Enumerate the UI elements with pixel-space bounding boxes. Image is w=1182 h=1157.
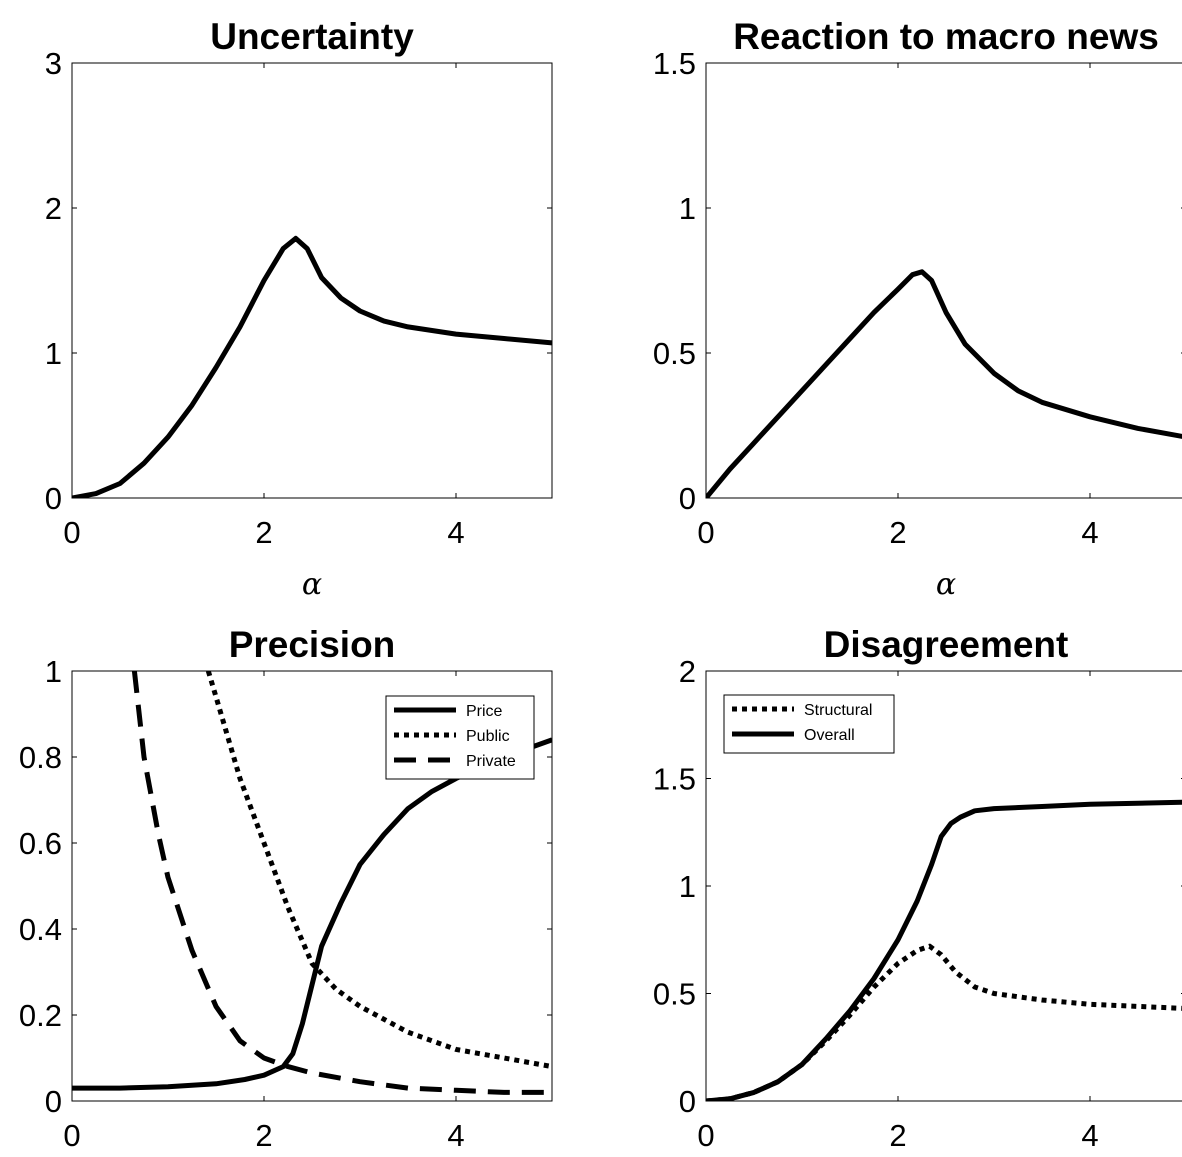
chart-title: Uncertainty <box>210 16 414 57</box>
y-tick-label: 1 <box>679 869 696 904</box>
series-line-1 <box>72 235 552 498</box>
legend-label: Structural <box>804 702 872 719</box>
y-tick-label: 1 <box>45 336 62 371</box>
series-line-price <box>72 737 552 1091</box>
chart-title: Reaction to macro news <box>733 16 1159 57</box>
chart-panel-2: Reaction to macro news 0 2 4 0 0.5 1 1.5 α <box>653 16 1182 602</box>
x-tick-label: 0 <box>697 515 714 550</box>
y-tick-label: 0.2 <box>19 998 62 1033</box>
x-tick-label: 4 <box>1081 1118 1098 1153</box>
legend-label: Private <box>466 753 516 770</box>
series-line-overall <box>706 799 1182 1101</box>
legend: Price Public Private <box>385 695 535 780</box>
y-tick-label: 2 <box>679 654 696 689</box>
x-tick-label: 4 <box>447 515 464 550</box>
x-axis-label: α <box>302 567 322 602</box>
x-tick-label: 0 <box>697 1118 714 1153</box>
x-tick-label: 2 <box>889 515 906 550</box>
legend: Structural Overall <box>723 694 895 754</box>
y-tick-label: 1 <box>45 654 62 689</box>
y-tick-label: 0 <box>45 1084 62 1119</box>
series-line-private <box>131 671 552 1095</box>
axes-box <box>71 670 553 1102</box>
chart-title: Precision <box>229 624 396 665</box>
x-tick-label: 4 <box>1081 515 1098 550</box>
y-tick-label: 0.5 <box>653 336 696 371</box>
chart-panel-4: Disagreement 0 2 4 0 0.5 1 1.5 2 Structural Overal… <box>653 624 1182 1153</box>
axes-box <box>705 62 1182 499</box>
chart-title: Disagreement <box>824 624 1069 665</box>
x-tick-label: 2 <box>889 1118 906 1153</box>
x-axis-label: α <box>936 567 956 602</box>
y-tick-label: 3 <box>45 46 62 81</box>
x-tick-label: 0 <box>63 1118 80 1153</box>
y-tick-label: 0 <box>679 1084 696 1119</box>
y-tick-label: 1 <box>679 191 696 226</box>
legend-label: Price <box>466 703 503 720</box>
series-line-structural <box>706 943 1182 1101</box>
y-tick-label: 0.8 <box>19 740 62 775</box>
x-tick-label: 2 <box>255 515 272 550</box>
chart-panel-1: Uncertainty 0 2 4 0 1 2 3 α <box>45 16 553 602</box>
y-tick-label: 0 <box>679 481 696 516</box>
legend-label: Overall <box>804 727 855 744</box>
x-tick-label: 2 <box>255 1118 272 1153</box>
y-tick-label: 0.4 <box>19 912 62 947</box>
series-line-1 <box>706 269 1182 498</box>
legend-box <box>723 694 895 754</box>
y-tick-label: 2 <box>45 191 62 226</box>
y-tick-label: 0.5 <box>653 977 696 1012</box>
x-tick-label: 4 <box>447 1118 464 1153</box>
x-tick-label: 0 <box>63 515 80 550</box>
y-tick-label: 0 <box>45 481 62 516</box>
y-tick-label: 1.5 <box>653 46 696 81</box>
axes-box <box>71 62 553 499</box>
y-tick-label: 1.5 <box>653 762 696 797</box>
legend-label: Public <box>466 728 510 745</box>
y-tick-label: 0.6 <box>19 826 62 861</box>
